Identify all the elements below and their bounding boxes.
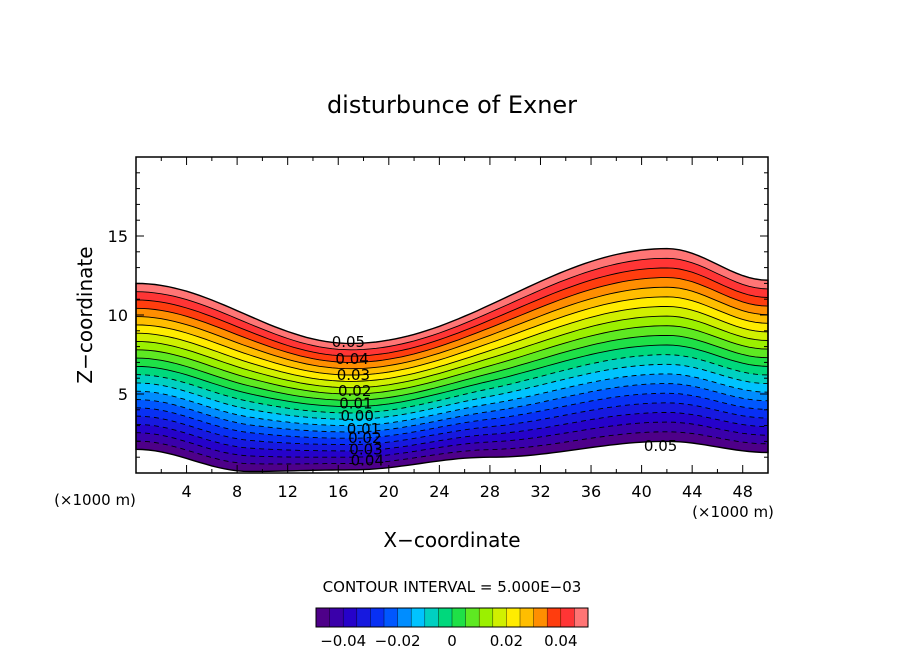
y-tick-label: 10 — [108, 306, 128, 325]
x-tick-label: 28 — [480, 482, 500, 501]
colorbar-cell — [492, 608, 507, 627]
contour-line — [136, 392, 768, 439]
contour-interval-text: CONTOUR INTERVAL = 5.000E−03 — [323, 578, 582, 596]
x-tick-label: 8 — [232, 482, 242, 501]
contour-line — [136, 296, 768, 376]
contour-label: 0.05 — [644, 437, 677, 455]
contour-label: 0.00 — [340, 407, 373, 425]
colorbar-tick-label: −0.02 — [375, 632, 421, 650]
colorbar-ticks: −0.04 −0.02 0 0.02 0.04 — [320, 632, 577, 650]
colorbar-cell — [356, 608, 371, 627]
contour-label: 0.01 — [347, 420, 380, 438]
contour-line — [136, 267, 768, 357]
contour-labels: 0.050.040.030.020.010.000.010.020.030.04… — [332, 333, 678, 470]
chart-title: disturbunce of Exner — [327, 91, 577, 119]
y-axis-label: Z−coordinate — [73, 246, 97, 383]
contour-line — [136, 257, 768, 351]
colorbar-cell — [438, 608, 453, 627]
colorbar-tick-label: 0 — [447, 632, 457, 650]
x-tick-label: 12 — [278, 482, 298, 501]
x-tick-label: 40 — [631, 482, 651, 501]
colorbar-cell — [520, 608, 534, 627]
x-tick-label: 48 — [733, 482, 753, 501]
colorbar-cell — [411, 608, 426, 627]
x-axis-label: X−coordinate — [383, 528, 520, 552]
x-tick-label: 32 — [530, 482, 550, 501]
contour-label: 0.03 — [349, 440, 382, 458]
contour-line — [136, 412, 768, 452]
colorbar-tick-label: 0.04 — [544, 632, 577, 650]
contour-label: 0.04 — [335, 350, 368, 368]
colorbar-cell — [533, 608, 548, 627]
contour-line — [136, 363, 768, 420]
x-tick-label: 16 — [328, 482, 348, 501]
colorbar-tick-label: −0.04 — [320, 632, 366, 650]
x-tick-labels: 4 8 12 16 20 24 28 32 36 40 44 48 — [182, 482, 753, 501]
contour-line — [136, 421, 768, 458]
axis-ticks — [136, 157, 768, 473]
y-tick-label: 5 — [118, 385, 128, 404]
contour-label: 0.01 — [339, 395, 372, 413]
x-tick-label: 36 — [581, 482, 601, 501]
contour-line — [136, 373, 768, 427]
contour-line — [136, 286, 768, 370]
contour-line — [136, 431, 768, 465]
contour-line — [136, 354, 768, 414]
colorbar-cell — [452, 608, 466, 627]
contour-line — [136, 277, 768, 363]
contour-line — [136, 325, 768, 395]
colorbar — [315, 608, 589, 627]
x-unit-label: (×1000 m) — [692, 503, 774, 521]
colorbar-cell — [384, 608, 398, 627]
contour-line — [136, 315, 768, 389]
contour-label: 0.05 — [332, 333, 365, 351]
colorbar-cell — [574, 608, 589, 627]
colorbar-cell — [424, 608, 439, 627]
contour-lines — [136, 257, 768, 465]
contour-label: 0.02 — [338, 382, 371, 400]
colorbar-cell — [560, 608, 575, 627]
contour-line — [136, 306, 768, 382]
colorbar-tick-label: 0.02 — [490, 632, 523, 650]
colorbar-cell — [329, 608, 344, 627]
colorbar-frame — [315, 607, 589, 628]
colorbar-cell — [465, 608, 480, 627]
colorbar-cell — [397, 608, 412, 627]
colorbar-cell — [370, 608, 385, 627]
contour-line — [136, 334, 768, 401]
contour-label: 0.03 — [337, 366, 370, 384]
x-tick-label: 4 — [182, 482, 192, 501]
contour-line — [136, 344, 768, 408]
x-tick-label: 44 — [682, 482, 702, 501]
contour-line — [136, 402, 768, 446]
y-unit-label: (×1000 m) — [54, 491, 136, 509]
colorbar-cell — [479, 608, 494, 627]
y-tick-labels: 5 10 15 — [108, 227, 128, 404]
contour-label: 0.02 — [348, 429, 381, 447]
x-tick-label: 24 — [429, 482, 449, 501]
y-tick-label: 15 — [108, 227, 128, 246]
colorbar-cell — [316, 608, 330, 627]
colorbar-cell — [506, 608, 521, 627]
contour-line — [136, 383, 768, 433]
contour-label: 0.04 — [351, 451, 384, 469]
colorbar-cell — [343, 608, 358, 627]
x-tick-label: 20 — [379, 482, 399, 501]
colorbar-cell — [547, 608, 562, 627]
